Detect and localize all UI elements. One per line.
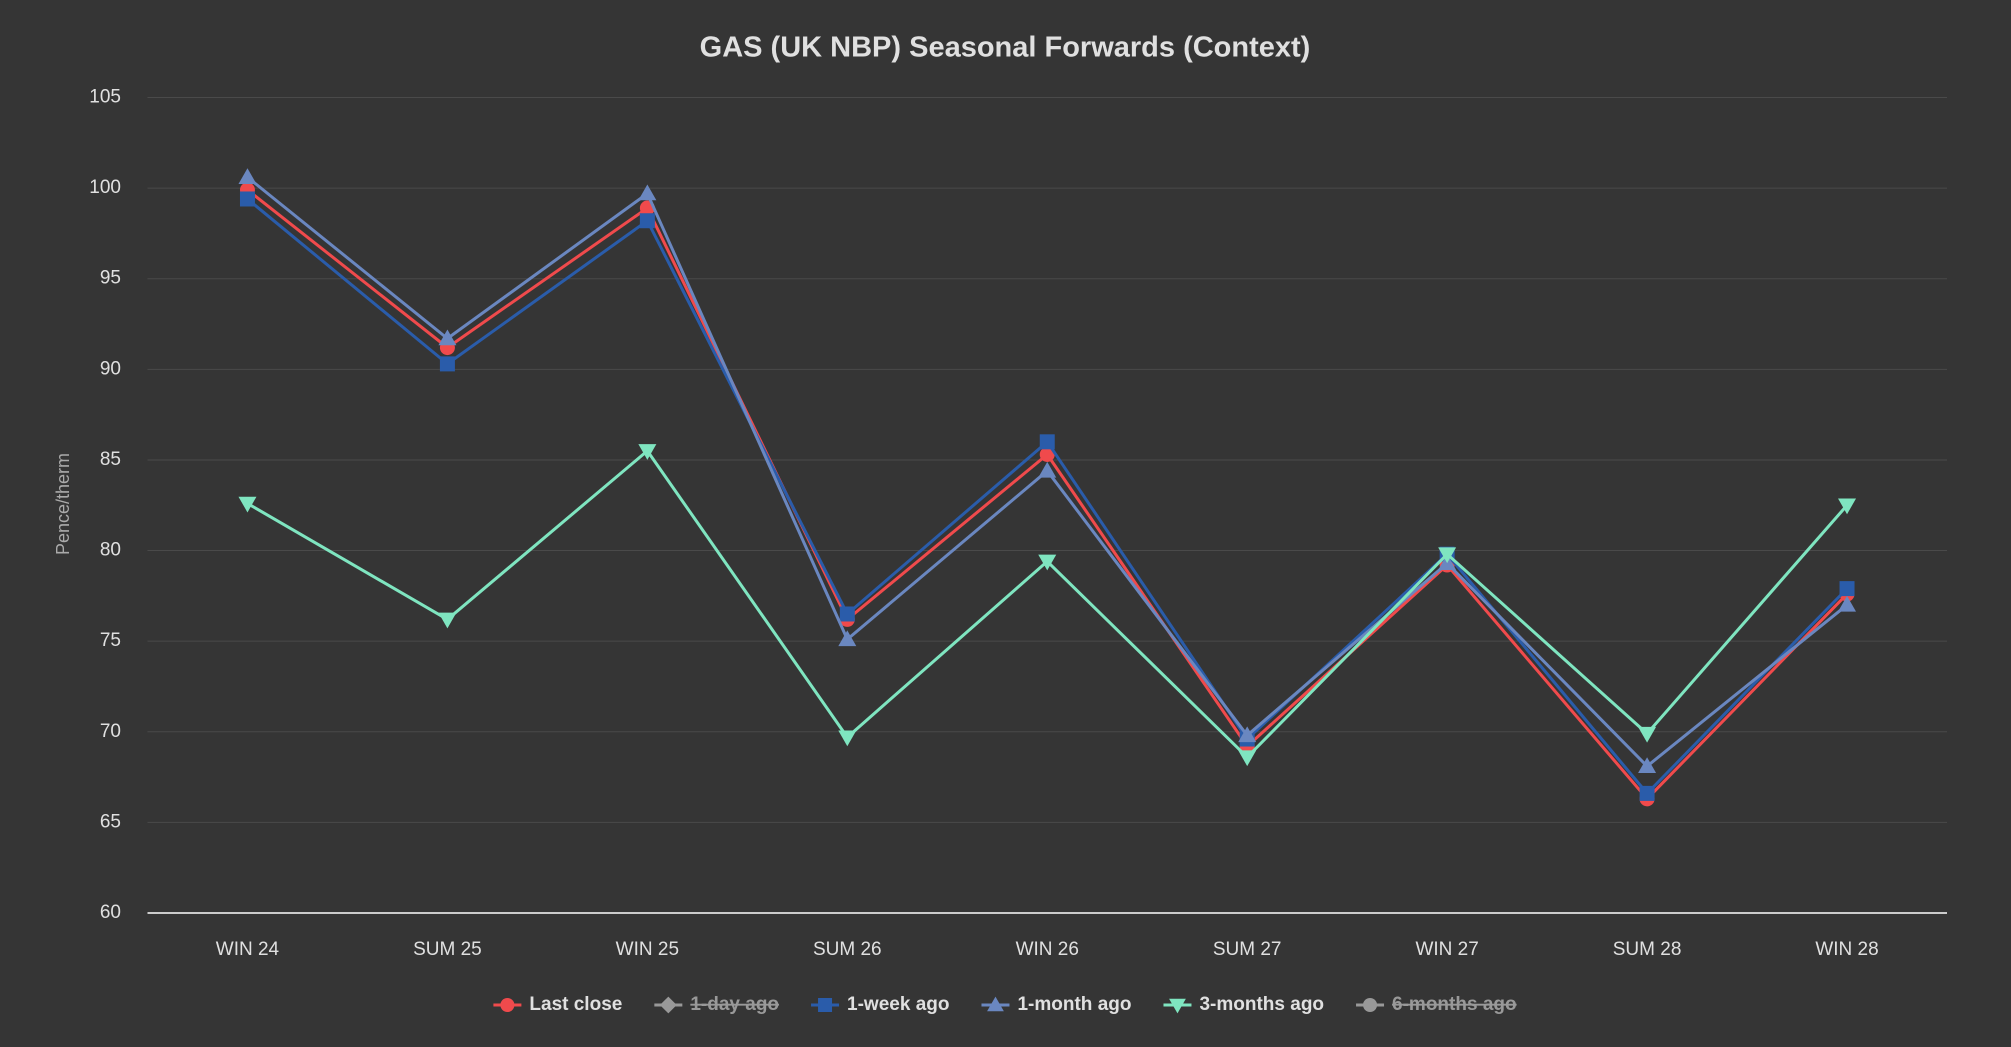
x-tick-label: SUM 25 (413, 939, 482, 960)
legend-label: 1-day ago (690, 994, 779, 1015)
chart-title: GAS (UK NBP) Seasonal Forwards (Context) (700, 32, 1311, 64)
x-tick-label: WIN 25 (616, 939, 679, 960)
x-tick-label: WIN 24 (216, 939, 280, 960)
y-tick-label: 65 (100, 811, 121, 832)
marker (818, 998, 833, 1012)
marker (439, 356, 455, 372)
marker (500, 998, 515, 1012)
y-tick-label: 60 (100, 902, 121, 923)
marker (1039, 447, 1055, 463)
y-tick-label: 80 (100, 540, 121, 561)
legend-item[interactable]: 6-months ago (1356, 994, 1517, 1015)
marker (1838, 498, 1857, 515)
x-tick-label: SUM 26 (813, 939, 882, 960)
legend-label: 6-months ago (1392, 994, 1517, 1015)
marker (638, 444, 657, 460)
marker (438, 329, 457, 346)
legend-label: 1-month ago (1017, 994, 1131, 1015)
marker (838, 630, 857, 647)
marker (987, 996, 1004, 1012)
legend-item[interactable]: 1-day ago (654, 994, 779, 1015)
y-tick-label: 70 (100, 721, 121, 742)
marker (839, 606, 855, 622)
y-axis-label: Pence/therm (53, 453, 73, 555)
marker (1039, 434, 1055, 450)
x-tick-label: SUM 28 (1613, 939, 1682, 960)
y-tick-label: 95 (100, 268, 121, 289)
legend-item[interactable]: 1-month ago (981, 994, 1131, 1015)
y-tick-label: 100 (89, 177, 121, 198)
y-tick-label: 90 (100, 358, 121, 379)
marker (1238, 726, 1257, 743)
x-tick-label: SUM 27 (1213, 939, 1282, 960)
y-tick-label: 85 (100, 449, 121, 470)
marker (1838, 595, 1857, 612)
marker (639, 213, 655, 229)
x-tick-label: WIN 27 (1415, 939, 1478, 960)
legend-label: Last close (529, 994, 622, 1015)
legend-item[interactable]: 3-months ago (1163, 994, 1324, 1015)
legend: Last close 1-day ago 1-week ago 1-month ago… (493, 994, 1517, 1015)
marker (838, 730, 857, 747)
legend-item[interactable]: Last close (493, 994, 622, 1015)
marker (238, 496, 257, 513)
marker (1038, 554, 1057, 571)
y-tick-label: 75 (100, 630, 121, 651)
marker (438, 612, 457, 629)
marker (1638, 726, 1657, 743)
marker (638, 184, 657, 201)
y-tick-label: 105 (89, 87, 121, 108)
marker (659, 996, 677, 1014)
marker (1839, 581, 1855, 597)
marker (1038, 461, 1057, 478)
legend-label: 3-months ago (1199, 994, 1324, 1015)
marker (1238, 750, 1257, 767)
x-tick-label: WIN 26 (1016, 939, 1079, 960)
marker (1363, 998, 1378, 1012)
legend-label: 1-week ago (847, 994, 949, 1015)
legend-item[interactable]: 1-week ago (811, 994, 949, 1015)
marker (1638, 757, 1657, 773)
marker (1639, 785, 1655, 801)
marker (1169, 998, 1186, 1014)
marker (1438, 547, 1457, 564)
x-tick-label: WIN 28 (1815, 939, 1878, 960)
marker (238, 168, 257, 184)
marker (239, 191, 255, 207)
